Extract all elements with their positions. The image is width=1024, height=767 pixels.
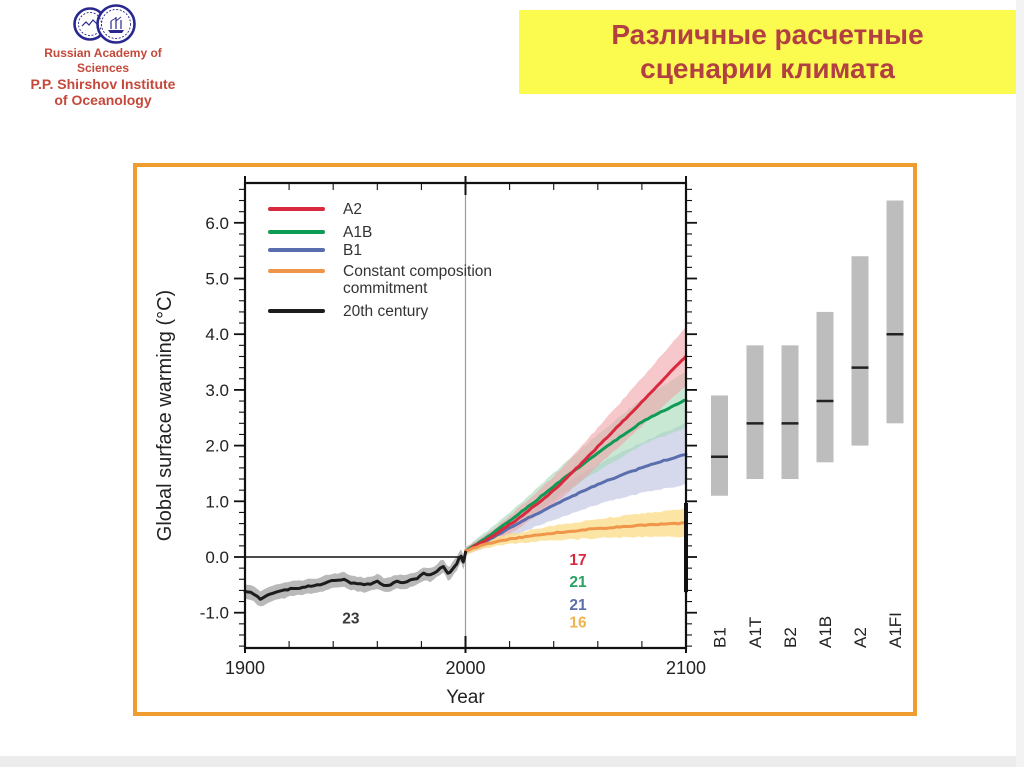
y-tick-label: -1.0 — [200, 604, 229, 623]
bar-label-A1T: A1T — [746, 617, 765, 648]
bar-label-B2: B2 — [781, 627, 800, 648]
annotation-23: 23 — [342, 610, 360, 627]
y-axis-title: Global surface warming (°C) — [154, 290, 176, 541]
range-bar-A2 — [851, 256, 869, 446]
range-bar-B2 — [781, 345, 799, 480]
y-tick-label: 0.0 — [205, 548, 229, 567]
viewer-edge-bottom — [0, 756, 1024, 767]
y-tick-label: 1.0 — [205, 492, 229, 511]
annotation-21: 21 — [569, 597, 587, 614]
legend-label: A2 — [343, 201, 362, 218]
line-b1 — [464, 452, 688, 553]
y-tick-label: 5.0 — [205, 270, 229, 289]
range-bar-A1FI — [886, 200, 904, 424]
y-tick-label: 3.0 — [205, 381, 229, 400]
institute-name-line3: of Oceanology — [54, 92, 152, 108]
slide: Russian Academy of Sciences P.P. Shirsho… — [0, 0, 1016, 756]
bar-label-A1FI: A1FI — [886, 612, 905, 648]
series-lines — [243, 354, 688, 601]
x-axis-title: Year — [446, 687, 485, 708]
y-tick-label: 6.0 — [205, 214, 229, 233]
annotation-17: 17 — [569, 552, 586, 569]
scenario-bars: B1 A1T B2 A1B A2 A1FI — [711, 200, 905, 648]
bar-label-A2: A2 — [851, 627, 870, 648]
range-bar-B1 — [711, 395, 728, 496]
institute-block: Russian Academy of Sciences P.P. Shirsho… — [18, 2, 188, 108]
slide-title: Различные расчетные сценарии климата — [611, 18, 924, 84]
line-a2 — [464, 354, 688, 553]
line-constant-composition-commitment — [464, 521, 688, 553]
institute-logo-icon — [73, 4, 136, 44]
bar-label-B1: B1 — [711, 627, 730, 648]
institute-name-line2: P.P. Shirshov Institute — [30, 76, 176, 92]
climate-scenarios-chart: -1.0 0.0 1.0 2.0 3.0 4.0 5.0 6.0 Global surface … — [154, 176, 905, 708]
y-axis: -1.0 0.0 1.0 2.0 3.0 4.0 5.0 6.0 Global surface … — [154, 188, 697, 647]
band-20th-century — [245, 544, 466, 607]
bar-label-A1B: A1B — [816, 616, 835, 648]
slide-title-box: Различные расчетные сценарии климата — [519, 10, 1016, 94]
legend-label: 20th century — [343, 303, 429, 320]
institute-name-line1: Russian Academy of Sciences — [44, 46, 162, 75]
legend-label: B1 — [343, 242, 362, 259]
legend-label: commitment — [343, 280, 428, 297]
y-tick-label: 4.0 — [205, 325, 229, 344]
x-axis: 1900 2000 2100 Year — [225, 176, 706, 708]
range-bar-A1B — [816, 311, 834, 463]
x-tick-label: 2100 — [666, 658, 706, 678]
legend-label: A1B — [343, 224, 372, 241]
legend-label: Constant composition — [343, 263, 492, 280]
band-a2 — [465, 327, 686, 556]
viewer-edge-right — [1016, 0, 1024, 767]
annotation-16: 16 — [569, 615, 587, 632]
annotation-21: 21 — [569, 574, 587, 591]
y-tick-label: 2.0 — [205, 437, 229, 456]
x-tick-label: 2000 — [445, 658, 485, 678]
line-20th-century — [243, 550, 467, 601]
figure-box: -1.0 0.0 1.0 2.0 3.0 4.0 5.0 6.0 Global surface … — [133, 163, 917, 716]
x-tick-label: 1900 — [225, 658, 265, 678]
range-bar-A1T — [746, 345, 764, 480]
